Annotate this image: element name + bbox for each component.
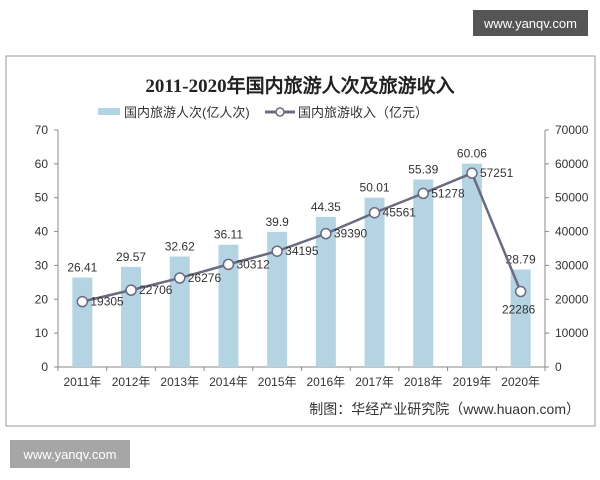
x-tick-label: 2013年 [160,375,199,389]
x-tick-label: 2018年 [404,375,443,389]
x-tick-label: 2015年 [258,375,297,389]
income-data-label: 26276 [188,271,222,285]
bar-data-label: 60.06 [457,147,487,161]
right-tick-label: 30000 [555,258,589,272]
chart-frame [5,55,596,427]
bar [510,269,531,367]
left-tick-label: 40 [35,225,49,239]
bar-data-label: 29.57 [116,250,146,264]
left-tick-label: 60 [35,157,49,171]
bar [218,244,239,367]
right-tick-label: 20000 [555,292,589,306]
legend-line-marker [275,107,285,117]
x-tick-label: 2012年 [112,375,151,389]
bar [364,197,385,367]
x-tick-label: 2017年 [355,375,394,389]
watermark-bottom: www.yanqv.com [10,440,130,468]
income-point [174,272,186,284]
right-tick-label: 10000 [555,326,589,340]
right-tick-label: 40000 [555,225,589,239]
income-point [125,284,137,296]
income-point [514,285,527,298]
chart-title: 2011-2020年国内旅游人次及旅游收入 [145,74,454,97]
left-tick-label: 30 [35,258,49,272]
income-data-label: 19305 [90,295,124,309]
x-tick-label: 2016年 [306,375,345,389]
bar [315,216,336,367]
income-data-label: 30312 [236,257,270,271]
bar-data-label: 44.35 [311,200,341,214]
bar [267,231,288,367]
bar [169,256,190,367]
legend-bar-label: 国内旅游人次(亿人次) [124,105,250,120]
income-data-label: 45561 [383,206,417,220]
income-line [82,171,522,303]
left-tick-label: 20 [35,292,49,306]
bar-data-label: 26.41 [67,261,97,275]
right-tick-label: 70000 [555,123,589,137]
income-point [76,295,89,308]
bar [413,179,434,367]
left-tick-label: 0 [41,360,48,374]
right-tick-label: 50000 [555,191,589,205]
bar [72,277,93,367]
right-tick-label: 0 [555,360,562,374]
bar [121,266,142,367]
income-data-label: 57251 [480,166,514,180]
income-data-label: 51278 [431,186,465,200]
bar-data-label: 32.62 [165,240,195,254]
source-note: 制图：华经产业研究院（www.huaon.com） [309,401,580,417]
x-tick-label: 2019年 [453,375,492,389]
right-tick-label: 60000 [555,157,589,171]
bar-data-label: 50.01 [360,181,390,195]
income-point [320,227,332,240]
income-data-label: 22286 [502,303,536,317]
income-point [222,258,235,271]
x-tick-label: 2014年 [209,375,248,389]
watermark-top: www.yanqv.com [473,10,588,36]
income-data-label: 34195 [285,244,319,258]
x-tick-label: 2011年 [63,375,101,389]
income-point [271,245,283,257]
income-point [368,206,381,219]
left-tick-label: 50 [35,191,49,205]
bar [461,163,482,367]
left-tick-label: 10 [35,326,49,340]
legend-line-label: 国内旅游收入（亿元） [298,105,428,120]
x-tick-label: 2020年 [501,375,540,389]
left-tick-label: 70 [35,123,49,137]
income-data-label: 22706 [139,283,173,297]
bar-data-label: 28.79 [506,253,536,267]
bar-data-label: 39.9 [265,215,289,229]
legend-bar-swatch [98,108,120,115]
income-point [417,187,429,200]
income-data-label: 39390 [334,227,368,241]
bar-data-label: 36.11 [214,228,243,242]
income-point [466,167,478,179]
bar-data-label: 55.39 [408,162,438,176]
